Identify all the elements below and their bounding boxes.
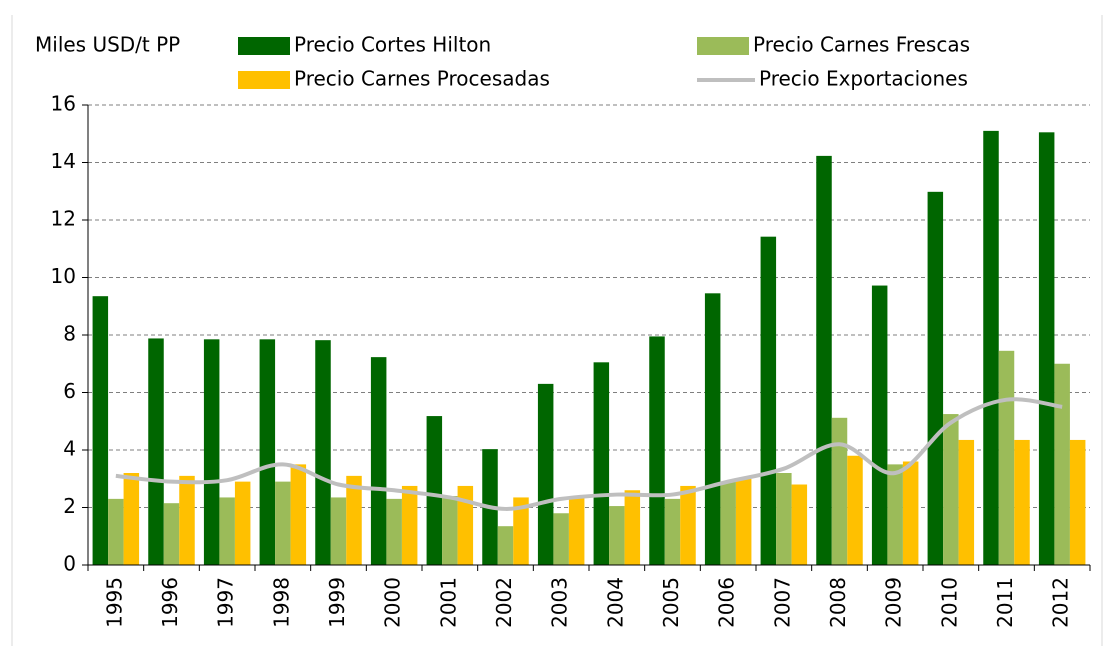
bar: [664, 498, 681, 565]
bar: [457, 485, 474, 565]
bar: [568, 497, 585, 565]
y-tick-label: 4: [63, 437, 76, 461]
line: [115, 397, 1063, 511]
y-axis-label: Miles USD/t PP: [35, 33, 180, 57]
y-tick-label: 12: [51, 207, 76, 231]
x-tick-label: 2001: [436, 577, 460, 628]
x-tick-label: 2008: [826, 577, 850, 628]
bar: [315, 340, 331, 565]
bar: [1054, 363, 1070, 565]
bar: [497, 526, 514, 565]
legend-label: Precio Cortes Hilton: [294, 33, 491, 57]
bar: [831, 417, 848, 565]
y-tick-label: 0: [63, 552, 76, 576]
bar: [1038, 132, 1055, 565]
bar: [927, 191, 944, 565]
bar: [346, 475, 362, 565]
bar: [219, 497, 235, 565]
x-tick-label: 2002: [492, 577, 516, 628]
bar: [760, 236, 777, 566]
bar: [593, 362, 610, 565]
bar: [148, 338, 164, 565]
bar: [609, 506, 625, 565]
y-tick-label: 14: [51, 149, 76, 173]
bar: [179, 475, 195, 565]
x-tick-label: 2004: [603, 577, 627, 628]
bar: [203, 339, 220, 565]
bar: [234, 481, 251, 565]
x-tick-label: 2009: [882, 577, 906, 628]
y-tick-label: 16: [51, 92, 76, 116]
bar: [108, 498, 124, 565]
bar: [163, 503, 180, 565]
bar: [624, 490, 641, 565]
y-tick-label: 8: [63, 322, 76, 346]
bar: [704, 293, 721, 565]
bar: [259, 339, 276, 565]
bar: [1014, 439, 1030, 565]
x-tick-label: 2007: [770, 577, 794, 628]
bar: [847, 455, 863, 565]
bar: [998, 350, 1015, 565]
bar: [902, 461, 919, 565]
x-tick-label: 2012: [1049, 577, 1073, 628]
x-tick-label: 2010: [937, 577, 961, 628]
bar: [386, 498, 402, 565]
bar: [983, 130, 999, 565]
bar: [791, 484, 808, 565]
x-tick-label: 1995: [102, 577, 126, 628]
bar: [330, 497, 347, 565]
bar: [958, 439, 975, 565]
bar: [816, 155, 832, 565]
bar: [553, 513, 569, 565]
bar: [649, 336, 665, 565]
x-tick-label: 2005: [659, 577, 683, 628]
legend-swatch: [238, 71, 290, 89]
bar: [680, 485, 696, 565]
bar: [401, 485, 418, 565]
bar: [1069, 439, 1086, 565]
y-tick-label: 2: [63, 494, 76, 518]
x-tick-label: 1997: [214, 577, 238, 628]
x-tick-label: 1999: [325, 577, 349, 628]
x-tick-label: 2006: [715, 577, 739, 628]
x-tick-label: 1998: [269, 577, 293, 628]
bar: [513, 497, 529, 565]
y-tick-label: 10: [51, 264, 76, 288]
x-tick-label: 2000: [381, 577, 405, 628]
bar: [720, 481, 736, 565]
legend-label: Precio Exportaciones: [759, 67, 968, 91]
x-tick-label: 2011: [993, 577, 1017, 628]
bar: [537, 383, 554, 565]
bar: [887, 464, 903, 565]
bar: [943, 414, 959, 565]
bar: [92, 296, 109, 565]
bar: [370, 357, 387, 565]
legend-label: Precio Carnes Frescas: [753, 33, 970, 57]
bar: [290, 464, 307, 565]
bar: [776, 473, 792, 565]
legend-swatch: [697, 37, 749, 55]
x-tick-label: 1996: [158, 577, 182, 628]
bar: [275, 481, 291, 565]
bar: [123, 473, 140, 565]
x-tick-label: 2003: [548, 577, 572, 628]
legend-swatch: [238, 37, 290, 55]
bar: [426, 416, 443, 565]
y-tick-label: 6: [63, 379, 76, 403]
bar: [735, 478, 752, 565]
legend-label: Precio Carnes Procesadas: [294, 67, 550, 91]
bar: [871, 285, 888, 565]
bar: [442, 496, 458, 565]
